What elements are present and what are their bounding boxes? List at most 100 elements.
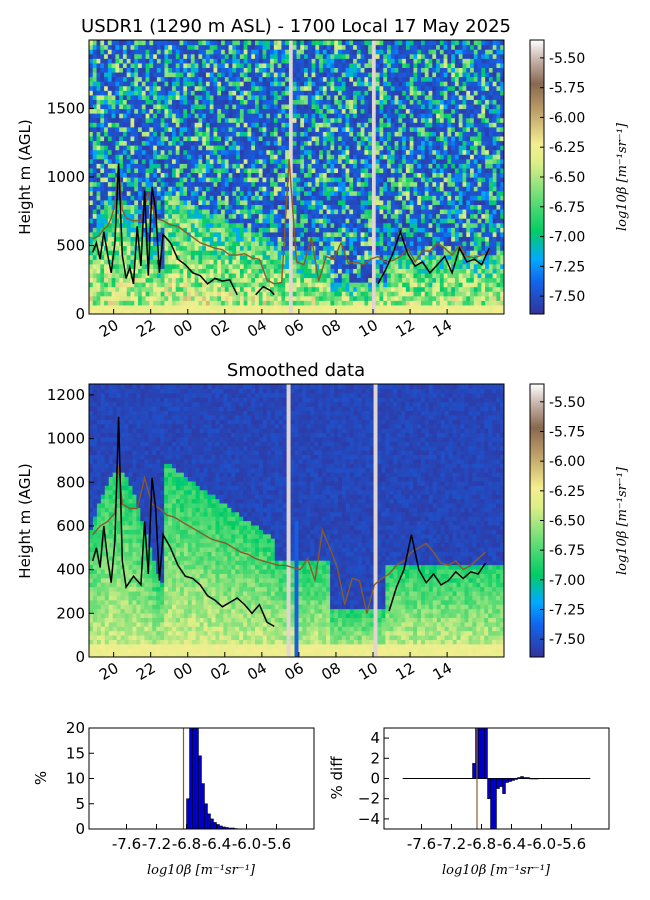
heatmap-cell xyxy=(322,190,328,196)
heatmap-cell xyxy=(334,126,339,132)
heatmap-cell xyxy=(153,62,158,68)
heatmap-cell xyxy=(221,282,226,288)
heatmap-cell xyxy=(221,103,226,110)
heatmap-cell xyxy=(330,240,335,247)
heatmap-cell xyxy=(371,231,377,237)
heatmap-cell xyxy=(187,309,192,314)
heatmap-cell xyxy=(356,208,362,215)
heatmap-cell xyxy=(232,90,237,96)
heatmap-cell xyxy=(168,291,173,297)
heatmap-cell xyxy=(141,49,147,55)
heatmap-cell xyxy=(239,218,245,224)
heatmap-cell xyxy=(353,231,358,237)
heatmap-cell xyxy=(390,154,396,160)
heatmap-cell xyxy=(194,204,200,210)
heatmap-cell xyxy=(319,177,324,183)
heatmap-cell xyxy=(145,199,150,205)
heatmap-cell xyxy=(273,122,279,128)
heatmap-cell xyxy=(138,300,143,306)
heatmap-cell xyxy=(164,300,169,306)
heatmap-cell xyxy=(364,99,369,105)
heatmap-cell xyxy=(89,172,94,178)
heatmap-cell xyxy=(258,204,264,210)
heatmap-cell xyxy=(341,44,347,50)
heatmap-cell xyxy=(311,282,316,288)
heatmap-cell xyxy=(239,131,245,137)
heatmap-cell xyxy=(364,103,369,110)
heatmap-cell xyxy=(349,236,354,242)
heatmap-cell xyxy=(368,236,373,242)
heatmap-cell xyxy=(221,240,226,247)
heatmap-cell xyxy=(258,300,264,306)
heatmap-cell xyxy=(304,135,309,142)
heatmap-cell xyxy=(368,218,373,224)
heatmap-cell xyxy=(224,140,230,146)
heatmap-cell xyxy=(292,103,298,110)
heatmap-cell xyxy=(273,163,279,169)
heatmap-cell xyxy=(383,49,388,55)
heatmap-cell xyxy=(398,250,403,256)
heatmap-cell xyxy=(375,163,381,169)
heatmap-cell xyxy=(285,76,290,82)
heatmap-cell xyxy=(232,250,237,256)
heatmap-cell xyxy=(247,49,252,55)
heatmap-cell xyxy=(187,272,192,279)
heatmap-cell xyxy=(315,90,320,96)
heatmap-cell xyxy=(175,227,181,233)
heatmap-cell xyxy=(255,195,260,201)
heatmap-cell xyxy=(126,272,132,279)
heatmap-cell xyxy=(145,40,150,46)
heatmap-cell xyxy=(281,268,286,274)
heatmap-cell xyxy=(213,277,218,283)
heatmap-cell xyxy=(115,250,120,256)
heatmap-cell xyxy=(319,181,324,187)
heatmap-cell xyxy=(356,300,362,306)
heatmap-cell xyxy=(168,177,173,183)
heatmap-cell xyxy=(315,126,320,132)
heatmap-cell xyxy=(89,67,94,73)
heatmap-cell xyxy=(296,181,301,187)
heatmap-cell xyxy=(179,94,184,100)
heatmap-cell xyxy=(194,208,200,215)
heatmap-cell xyxy=(307,186,313,192)
heatmap-cell xyxy=(341,40,347,46)
heatmap-cell xyxy=(304,122,309,128)
heatmap-cell xyxy=(300,204,305,210)
heatmap-cell xyxy=(111,199,117,205)
heatmap-cell xyxy=(239,122,245,128)
heatmap-cell xyxy=(387,113,392,119)
heatmap-cell xyxy=(371,190,377,196)
heatmap-cell xyxy=(387,227,392,233)
heatmap-cell xyxy=(232,103,237,110)
heatmap-cell xyxy=(247,131,252,137)
heatmap-cell xyxy=(130,122,135,128)
heatmap-cell xyxy=(172,76,177,82)
heatmap-cell xyxy=(364,295,369,301)
heatmap-cell xyxy=(360,154,366,160)
heatmap-cell xyxy=(379,295,384,301)
heatmap-cell xyxy=(398,240,403,247)
heatmap-cell xyxy=(104,309,109,314)
heatmap-cell xyxy=(258,277,264,283)
heatmap-cell xyxy=(379,113,384,119)
heatmap-cell xyxy=(334,277,339,283)
heatmap-cell xyxy=(221,190,226,196)
heatmap-cell xyxy=(232,117,237,123)
heatmap-cell xyxy=(100,286,105,292)
heatmap-cell xyxy=(311,81,316,87)
heatmap-cell xyxy=(288,76,294,82)
heatmap-cell xyxy=(141,231,147,237)
heatmap-cell xyxy=(213,126,218,132)
heatmap-cell xyxy=(228,240,233,247)
heatmap-cell xyxy=(266,163,271,169)
heatmap-cell xyxy=(130,259,135,265)
heatmap-cell xyxy=(341,263,347,269)
heatmap-cell xyxy=(390,272,396,279)
heatmap-cell xyxy=(236,154,241,160)
heatmap-cell xyxy=(213,181,218,187)
heatmap-cell xyxy=(232,85,237,91)
heatmap-cell xyxy=(300,44,305,50)
heatmap-cell xyxy=(228,158,233,164)
heatmap-cell xyxy=(122,190,128,196)
heatmap-cell xyxy=(153,149,158,155)
